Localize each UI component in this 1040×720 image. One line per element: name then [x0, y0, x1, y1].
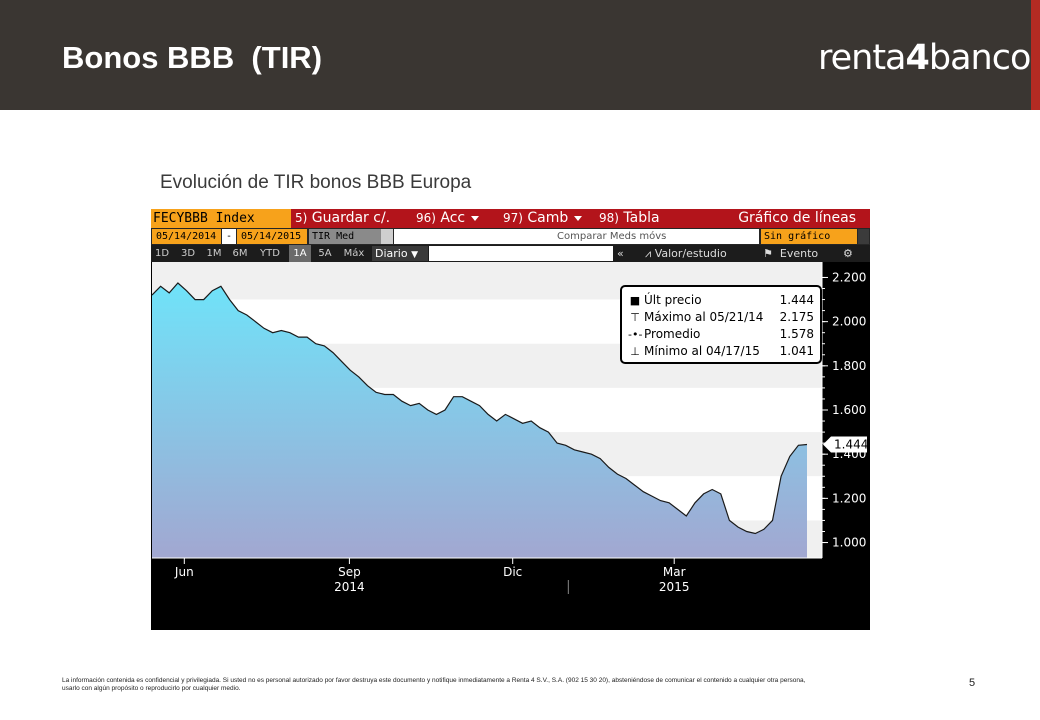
period-3d[interactable]: 3D	[180, 248, 196, 259]
period-5a[interactable]: 5A	[318, 248, 332, 259]
lower-chart-dropdown-button[interactable]	[858, 229, 869, 244]
y-tick-label: 2.200	[832, 270, 866, 284]
lower-chart-select[interactable]: Sin gráfico inferior	[761, 229, 857, 257]
period-ytd[interactable]: YTD	[260, 248, 280, 259]
disclaimer-text: La información contenida es confidencial…	[62, 677, 806, 692]
date-from-input[interactable]: 05/14/2014	[152, 229, 221, 244]
flag-icon: ⚑	[763, 247, 773, 260]
field-selector[interactable]: TIR Med	[309, 229, 381, 244]
slide-title: Bonos BBB (TIR)	[62, 40, 323, 75]
legend-average: -•- Promedio 1.578	[628, 327, 814, 341]
legend-minimum: ⊥ Mínimo al 04/17/15 1.041	[626, 343, 814, 360]
terminal-period-bar: 1D 3D 1M 6M YTD 1A 5A Máx Diario ▼ « ⩘ V…	[151, 245, 870, 262]
average-marker-icon: -•-	[628, 328, 643, 341]
y-tick-label: 1.800	[832, 359, 866, 373]
chevron-down-icon	[471, 215, 480, 221]
y-tick-label: 2.000	[832, 315, 866, 329]
y-tick-label: 1.000	[832, 536, 866, 550]
period-6m[interactable]: 6M	[232, 248, 248, 259]
event-button[interactable]: ⚑ Evento	[763, 247, 819, 260]
menu-save-button[interactable]: 5) Guardar c/.	[295, 210, 391, 226]
period-max[interactable]: Máx	[343, 248, 365, 259]
max-marker-icon: ⊤	[630, 311, 640, 324]
y-tick-label: 1.600	[832, 403, 866, 417]
logo-part-3: banco	[928, 38, 1032, 78]
menu-change-button[interactable]: 97) Camb	[503, 209, 583, 228]
terminal-menu-bar: FECYBBB Index 5) Guardar c/. 96) Acc 97)…	[151, 209, 870, 228]
logo-part-2: 4	[905, 38, 930, 78]
terminal-date-bar: 05/14/2014 - 05/14/2015 TIR Med Comparar…	[151, 228, 870, 257]
y-tick-label: 1.200	[832, 491, 866, 505]
settings-gear-icon[interactable]: ⚙	[843, 247, 853, 260]
chevron-down-icon	[574, 215, 583, 221]
value-study-button[interactable]: ⩘ Valor/estudio	[645, 247, 727, 260]
last-price-tag	[823, 436, 867, 453]
period-1a[interactable]: 1A	[289, 245, 311, 262]
legend-maximum: ⊤ Máximo al 05/21/14 2.175	[626, 309, 814, 326]
date-separator: -	[222, 229, 236, 244]
triangle-down-icon: ▼	[411, 250, 418, 260]
last-price-label: 1.444	[823, 436, 868, 453]
x-tick-label: Sep	[338, 565, 361, 579]
bloomberg-chart-panel: FECYBBB Index 5) Guardar c/. 96) Acc 97)…	[151, 209, 870, 630]
header-accent-bar	[1031, 0, 1040, 110]
logo-part-1: renta	[818, 38, 907, 78]
period-1d[interactable]: 1D	[154, 248, 170, 259]
chart-legend: ■ Últ precio 1.444 ⊤ Máximo al 05/21/14 …	[620, 285, 822, 364]
square-icon: ■	[629, 294, 641, 307]
frequency-select[interactable]: Diario ▼	[372, 246, 428, 261]
ticker-field[interactable]: FECYBBB Index	[151, 209, 291, 228]
yield-line	[151, 282, 808, 535]
menu-actions-button[interactable]: 96) Acc	[416, 209, 480, 228]
slide-header	[0, 0, 1031, 110]
study-input[interactable]	[429, 246, 613, 261]
menu-table-button[interactable]: 98) Tabla	[599, 210, 660, 226]
x-year-label: 2015	[659, 580, 690, 594]
x-tick-label: Mar	[663, 565, 686, 579]
legend-last-price: ■ Últ precio 1.444	[629, 293, 814, 307]
yield-area	[152, 283, 807, 558]
line-chart-icon: ⩘	[645, 247, 652, 260]
date-to-input[interactable]: 05/14/2015	[237, 229, 307, 244]
x-axis: Jun Sep Dic Mar 2014 2015	[152, 557, 822, 594]
chart-subtitle: Evolución de TIR bonos BBB Europa	[160, 172, 472, 193]
last-price-text: 1.444	[834, 437, 868, 451]
chart-type-label[interactable]: Gráfico de líneas	[738, 210, 856, 226]
period-1m[interactable]: 1M	[206, 248, 222, 259]
page-number: 5	[969, 677, 976, 689]
collapse-chevrons[interactable]: «	[617, 247, 624, 260]
x-year-label: 2014	[334, 580, 365, 594]
field-dropdown-button[interactable]	[381, 229, 393, 244]
x-tick-label: Jun	[174, 565, 194, 579]
brand-logo: renta4banco	[818, 38, 1032, 78]
min-marker-icon: ⊥	[630, 345, 640, 358]
x-tick-label: Dic	[503, 565, 522, 579]
compare-moving-averages[interactable]: Comparar Meds móvs	[394, 229, 759, 244]
